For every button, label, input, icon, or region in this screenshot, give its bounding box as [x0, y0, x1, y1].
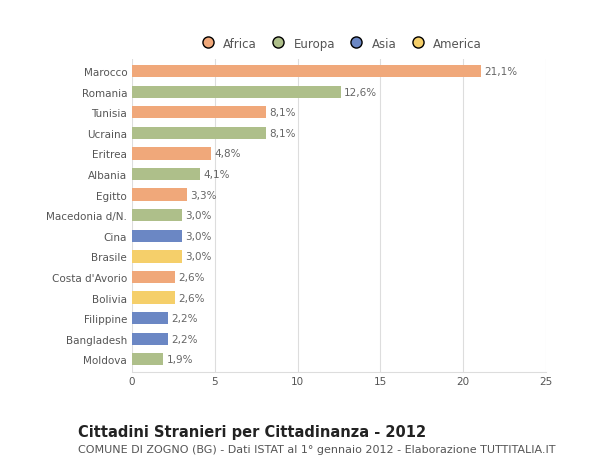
Text: COMUNE DI ZOGNO (BG) - Dati ISTAT al 1° gennaio 2012 - Elaborazione TUTTITALIA.I: COMUNE DI ZOGNO (BG) - Dati ISTAT al 1° …	[78, 444, 556, 454]
Text: 8,1%: 8,1%	[269, 108, 296, 118]
Text: 12,6%: 12,6%	[344, 88, 377, 97]
Bar	[132, 333, 169, 345]
Text: 1,9%: 1,9%	[167, 354, 193, 364]
Text: 4,1%: 4,1%	[203, 170, 230, 179]
Text: 2,6%: 2,6%	[178, 293, 205, 303]
Text: 3,0%: 3,0%	[185, 231, 211, 241]
Legend: Africa, Europa, Asia, America: Africa, Europa, Asia, America	[196, 38, 482, 50]
Bar	[132, 128, 266, 140]
Bar	[132, 312, 169, 325]
Text: 4,8%: 4,8%	[215, 149, 241, 159]
Text: Cittadini Stranieri per Cittadinanza - 2012: Cittadini Stranieri per Cittadinanza - 2…	[78, 425, 426, 440]
Bar	[132, 271, 175, 284]
Text: 2,2%: 2,2%	[172, 313, 198, 324]
Text: 2,2%: 2,2%	[172, 334, 198, 344]
Bar	[132, 292, 175, 304]
Text: 21,1%: 21,1%	[485, 67, 518, 77]
Bar	[132, 230, 182, 242]
Text: 3,0%: 3,0%	[185, 211, 211, 221]
Text: 3,0%: 3,0%	[185, 252, 211, 262]
Bar	[132, 251, 182, 263]
Bar	[132, 107, 266, 119]
Bar	[132, 86, 341, 99]
Text: 8,1%: 8,1%	[269, 129, 296, 139]
Bar	[132, 353, 163, 366]
Text: 2,6%: 2,6%	[178, 272, 205, 282]
Bar	[132, 148, 211, 160]
Bar	[132, 189, 187, 202]
Bar	[132, 210, 182, 222]
Bar	[132, 66, 481, 78]
Bar	[132, 168, 200, 181]
Text: 3,3%: 3,3%	[190, 190, 217, 200]
